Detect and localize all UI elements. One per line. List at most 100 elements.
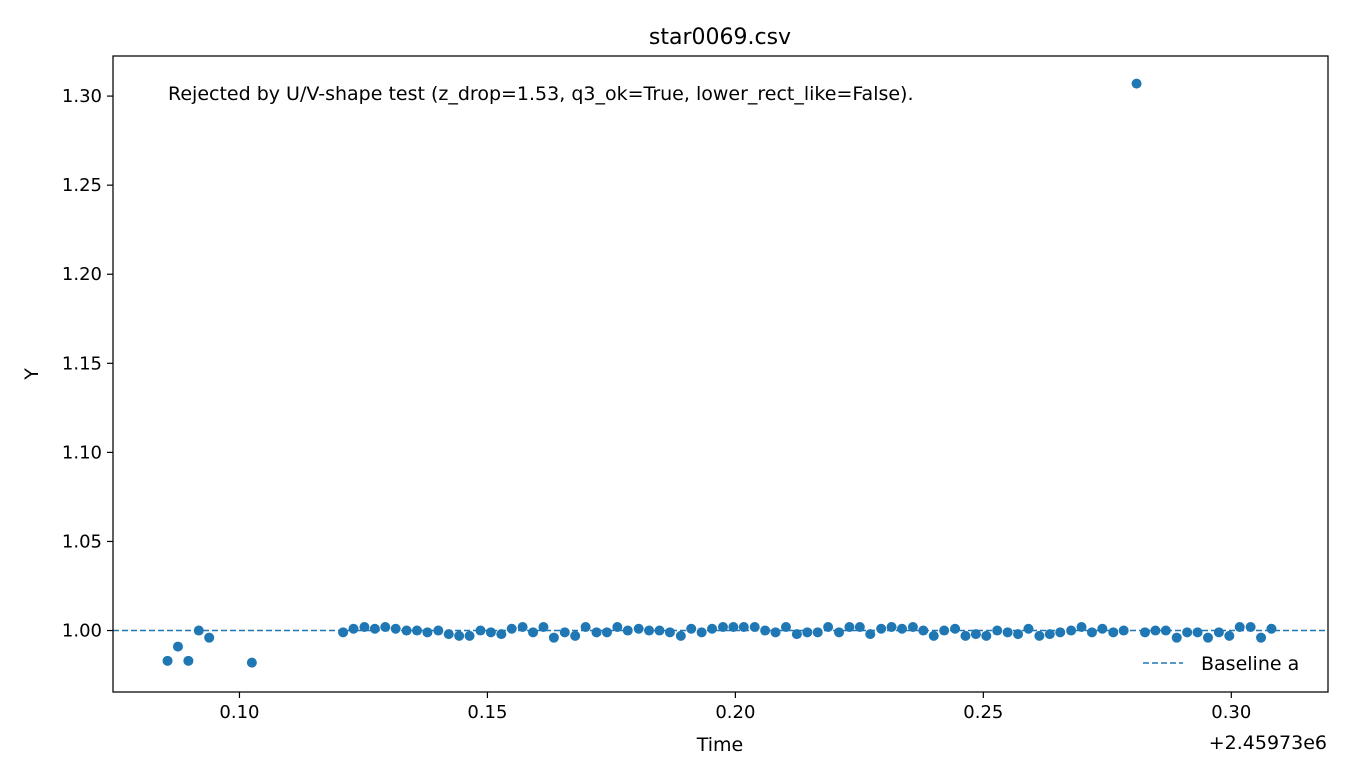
data-point xyxy=(1192,627,1203,638)
data-point xyxy=(485,627,496,638)
data-point xyxy=(517,621,528,632)
data-point xyxy=(246,657,257,668)
data-point xyxy=(570,630,581,641)
data-point xyxy=(580,621,591,632)
data-point xyxy=(348,623,359,634)
data-point xyxy=(612,621,623,632)
data-point xyxy=(601,627,612,638)
data-point xyxy=(1160,625,1171,636)
data-point xyxy=(411,625,422,636)
data-point xyxy=(475,625,486,636)
data-point xyxy=(717,621,728,632)
y-tick-label: 1.00 xyxy=(62,621,102,642)
data-point xyxy=(728,621,739,632)
data-points xyxy=(162,78,1277,668)
data-point xyxy=(380,621,391,632)
y-axis-label: Y xyxy=(21,368,43,381)
data-point xyxy=(1108,627,1119,638)
data-point xyxy=(1013,629,1024,640)
data-point xyxy=(1234,621,1245,632)
x-tick-label: 0.25 xyxy=(963,702,1003,723)
y-tick-label: 1.10 xyxy=(62,442,102,463)
data-point xyxy=(162,655,173,666)
rejection-annotation: Rejected by U/V-shape test (z_drop=1.53,… xyxy=(168,83,914,105)
data-point xyxy=(1245,621,1256,632)
data-point xyxy=(1213,627,1224,638)
data-point xyxy=(506,623,517,634)
data-point xyxy=(183,655,194,666)
data-point xyxy=(454,630,465,641)
plot-frame xyxy=(112,55,1329,693)
data-point xyxy=(834,627,845,638)
data-point xyxy=(559,627,570,638)
x-axis-label: Time xyxy=(696,734,744,756)
y-tick-label: 1.25 xyxy=(62,175,102,196)
data-point xyxy=(664,627,675,638)
data-point xyxy=(960,630,971,641)
x-tick-label: 0.10 xyxy=(219,702,259,723)
data-point xyxy=(1266,623,1277,634)
data-point xyxy=(749,621,760,632)
data-point xyxy=(876,623,887,634)
data-point xyxy=(528,627,539,638)
data-point xyxy=(981,630,992,641)
legend: Baseline a xyxy=(1143,653,1299,675)
x-tick-label: 0.30 xyxy=(1211,702,1251,723)
data-point xyxy=(359,621,370,632)
y-tick-label: 1.20 xyxy=(62,264,102,285)
x-axis-offset-label: +2.45973e6 xyxy=(1209,732,1327,754)
data-point xyxy=(1023,623,1034,634)
data-point xyxy=(886,621,897,632)
data-point xyxy=(812,627,823,638)
data-point xyxy=(738,621,749,632)
legend-label: Baseline a xyxy=(1201,653,1299,675)
data-point xyxy=(897,623,908,634)
y-tick-label: 1.30 xyxy=(62,86,102,107)
data-point xyxy=(696,627,707,638)
data-point xyxy=(791,629,802,640)
data-point xyxy=(928,630,939,641)
data-point xyxy=(865,629,876,640)
data-point xyxy=(675,630,686,641)
data-point xyxy=(1150,625,1161,636)
data-point xyxy=(1140,627,1151,638)
data-point xyxy=(591,627,602,638)
data-point xyxy=(1055,627,1066,638)
data-point xyxy=(854,621,865,632)
data-point xyxy=(1076,621,1087,632)
data-point xyxy=(802,627,813,638)
data-point xyxy=(770,627,781,638)
data-point xyxy=(1202,632,1213,643)
data-point xyxy=(172,641,183,652)
data-point xyxy=(1002,627,1013,638)
data-point xyxy=(338,627,349,638)
data-point xyxy=(823,621,834,632)
data-point xyxy=(1171,632,1182,643)
y-axis-ticks: 1.00 1.05 1.10 1.15 1.20 1.25 1.30 xyxy=(62,86,113,642)
data-point xyxy=(1034,630,1045,641)
data-point xyxy=(1086,627,1097,638)
data-point xyxy=(390,623,401,634)
data-point xyxy=(654,625,665,636)
data-point xyxy=(686,623,697,634)
data-point xyxy=(443,629,454,640)
data-point xyxy=(1044,629,1055,640)
data-point xyxy=(369,623,380,634)
y-tick-label: 1.05 xyxy=(62,531,102,552)
data-point xyxy=(780,621,791,632)
data-point xyxy=(1256,632,1267,643)
data-point xyxy=(496,629,507,640)
data-point xyxy=(464,630,475,641)
data-point xyxy=(422,627,433,638)
data-point xyxy=(707,623,718,634)
x-tick-label: 0.20 xyxy=(715,702,755,723)
data-point xyxy=(844,621,855,632)
data-point xyxy=(950,623,961,634)
data-point xyxy=(633,623,644,634)
x-tick-label: 0.15 xyxy=(467,702,507,723)
data-point xyxy=(1224,630,1235,641)
data-point xyxy=(1097,623,1108,634)
y-tick-label: 1.15 xyxy=(62,353,102,374)
data-point xyxy=(538,621,549,632)
